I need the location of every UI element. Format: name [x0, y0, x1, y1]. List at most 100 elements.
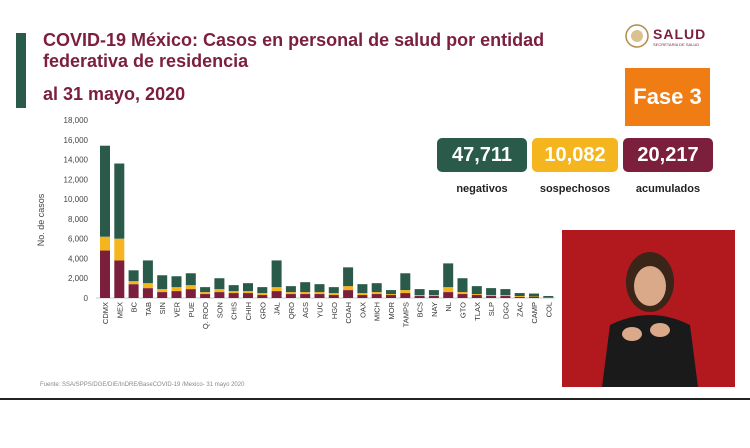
- bar-chih-s2: [243, 283, 253, 292]
- x-tick-label: MOR: [387, 301, 396, 319]
- y-tick-label: 8,000: [68, 215, 89, 224]
- bar-tab-s1: [142, 283, 153, 289]
- y-tick-label: 4,000: [68, 254, 89, 263]
- bar-pue-s2: [185, 273, 196, 286]
- bar-gro-s0: [257, 295, 268, 298]
- bar-nay-s0: [428, 296, 439, 298]
- x-tick-label: AGS: [301, 302, 310, 318]
- bar-yuc-s2: [314, 284, 325, 293]
- bar-ags-s0: [300, 294, 311, 298]
- bar-nay-s2: [428, 290, 439, 296]
- x-tick-label: TAMPS: [401, 302, 410, 327]
- bar-hgo-s2: [328, 287, 339, 294]
- x-tick-label: SIN: [158, 302, 167, 315]
- stat-negativos-box: 47,711: [437, 138, 527, 172]
- bar-dgo-s2: [500, 289, 511, 296]
- x-tick-label: MICH: [373, 302, 382, 321]
- x-tick-label: HGO: [330, 302, 339, 319]
- bar-col-s2: [543, 296, 554, 298]
- bar-coah-s0: [343, 290, 354, 298]
- bar-mich-s0: [371, 294, 382, 298]
- bar-gro-s2: [257, 287, 268, 294]
- logo-subtext: SECRETARÍA DE SALUD: [653, 42, 700, 47]
- bar-nl-s2: [443, 263, 454, 288]
- bar-bcs-s0: [414, 296, 425, 298]
- bar-tlax-s1: [471, 294, 482, 296]
- bar-gto-s2: [457, 278, 468, 293]
- bar-nl-s1: [443, 287, 454, 293]
- x-tick-label: CHIS: [230, 302, 239, 320]
- y-tick-label: 18,000: [64, 116, 89, 125]
- bar-coah-s1: [343, 286, 354, 291]
- y-tick-label: 12,000: [64, 175, 89, 184]
- x-tick-label: SON: [215, 302, 224, 318]
- bar-mich-s1: [371, 292, 382, 295]
- seal-icon: [625, 24, 649, 48]
- x-tick-label: OAX: [358, 302, 367, 318]
- x-tick-label: CAMP: [530, 302, 539, 324]
- bar-gto-s1: [457, 292, 468, 295]
- bar-jal-s0: [271, 291, 282, 298]
- bar-yuc-s1: [314, 292, 325, 295]
- bar-dgo-s1: [500, 295, 511, 297]
- bar-qroo-s2: [200, 287, 211, 293]
- bar-oax-s0: [357, 295, 368, 298]
- bar-tlax-s2: [471, 286, 482, 295]
- bar-hgo-s1: [328, 293, 339, 296]
- x-tick-label: YUC: [316, 301, 325, 317]
- bar-jal-s1: [271, 287, 282, 292]
- x-tick-label: COL: [544, 302, 553, 317]
- bar-cdmx-s2: [100, 145, 110, 237]
- bar-bcs-s1: [414, 295, 425, 297]
- bar-tab-s2: [142, 260, 153, 284]
- bar-pue-s0: [185, 289, 196, 298]
- bar-son-s1: [214, 289, 225, 293]
- bar-slp-s0: [486, 296, 497, 298]
- bar-slp-s1: [486, 295, 497, 297]
- source-note: Fuente: SSA/SPPS/DGE/DIE/InDRE/BaseCOVID…: [40, 382, 245, 388]
- bar-pue-s1: [185, 285, 196, 290]
- x-tick-label: VER: [173, 301, 182, 317]
- bar-mex-s2: [114, 163, 125, 239]
- bar-zac-s1: [514, 296, 525, 298]
- stat-negativos-label: negativos: [456, 183, 508, 195]
- bar-camp-s2: [529, 293, 539, 297]
- x-tick-label: PUE: [187, 302, 196, 317]
- x-tick-label: BCS: [416, 302, 425, 317]
- bar-mich-s2: [371, 283, 382, 293]
- bar-qroo-s1: [200, 292, 211, 295]
- bar-qro-s1: [285, 292, 296, 295]
- x-tick-label: Q. ROO: [201, 302, 210, 329]
- bar-mex-s1: [114, 238, 125, 261]
- phase-badge: Fase 3: [625, 68, 710, 126]
- x-tick-label: CDMX: [101, 302, 110, 324]
- bar-bc-s2: [128, 270, 139, 282]
- bar-sin-s1: [157, 289, 168, 293]
- bar-bc-s1: [128, 281, 139, 285]
- x-tick-label: DGO: [501, 302, 510, 319]
- bar-ver-s0: [171, 291, 182, 298]
- logo-text: SALUD: [653, 26, 707, 42]
- x-tick-label: COAH: [344, 302, 353, 324]
- bar-nl-s0: [443, 292, 454, 298]
- bar-qroo-s0: [200, 294, 211, 298]
- bar-qro-s2: [285, 286, 296, 293]
- x-tick-label: SLP: [487, 302, 496, 316]
- bar-tamps-s1: [400, 290, 411, 294]
- bar-tab-s0: [142, 288, 153, 298]
- bar-chih-s0: [243, 293, 253, 298]
- bar-hgo-s0: [328, 295, 339, 298]
- accent-bar: [16, 33, 26, 108]
- x-tick-label: GRO: [258, 302, 267, 319]
- stat-negativos-value: 47,711: [451, 143, 513, 166]
- bar-sin-s0: [157, 292, 168, 298]
- bar-qro-s0: [285, 294, 296, 298]
- bar-gro-s1: [257, 293, 268, 296]
- bar-tlax-s0: [471, 295, 482, 298]
- interpreter-video: [562, 230, 735, 387]
- bar-mor-s0: [386, 295, 396, 298]
- y-tick-label: 16,000: [64, 136, 89, 145]
- y-tick-label: 2,000: [68, 274, 89, 283]
- stat-acumulados-label: acumulados: [635, 183, 701, 195]
- bar-oax-s1: [357, 293, 368, 296]
